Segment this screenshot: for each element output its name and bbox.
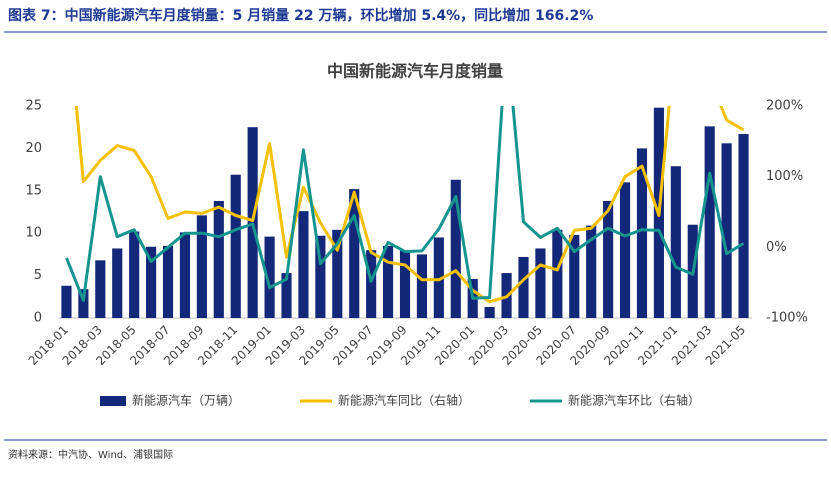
bar <box>366 250 377 318</box>
line <box>65 106 745 302</box>
legend-label: 新能源汽车环比（右轴） <box>568 393 700 408</box>
bar <box>433 237 444 318</box>
bar <box>146 246 157 318</box>
bar <box>416 254 428 318</box>
bar <box>670 166 681 318</box>
y-tick-label: 15 <box>25 183 42 198</box>
bar <box>332 229 343 318</box>
bar <box>179 232 191 318</box>
figure-heading: 图表 7：中国新能源汽车月度销量：5 月销量 22 万辆，环比增加 5.4%，同… <box>8 7 593 24</box>
y2-tick-label: -100% <box>766 311 808 326</box>
y2-tick-label: 200% <box>766 99 803 114</box>
bar <box>569 234 580 318</box>
y-tick-label: 0 <box>34 311 42 326</box>
bar <box>535 248 546 318</box>
bar <box>213 200 224 318</box>
bar <box>518 256 529 318</box>
bar <box>112 248 123 318</box>
bar <box>230 174 241 318</box>
y2-tick-label: 0% <box>766 240 787 255</box>
bar <box>281 273 292 318</box>
bar <box>315 235 326 318</box>
bar <box>162 245 174 318</box>
y-tick-label: 10 <box>25 226 42 241</box>
bar <box>129 231 140 318</box>
bar <box>603 200 614 318</box>
bar <box>704 126 715 318</box>
y-tick-label: 20 <box>25 141 42 156</box>
plot <box>61 106 749 318</box>
bar <box>450 179 461 318</box>
bar <box>196 215 207 318</box>
legend-label: 新能源汽车同比（右轴） <box>338 393 470 408</box>
bar <box>619 182 631 318</box>
bar <box>382 245 394 318</box>
chart-title: 中国新能源汽车月度销量 <box>327 62 503 81</box>
y2-tick-label: 100% <box>766 169 803 184</box>
bar <box>298 211 309 318</box>
bar <box>95 260 106 318</box>
bar <box>721 143 732 318</box>
y-tick-label: 5 <box>34 268 42 283</box>
bar <box>61 285 72 318</box>
bar <box>399 250 411 318</box>
source: 资料来源：中汽协、Wind、浦银国际 <box>8 448 173 461</box>
bar <box>484 306 495 318</box>
line <box>74 106 745 304</box>
legend-label: 新能源汽车（万辆） <box>132 393 240 408</box>
bar <box>636 148 648 318</box>
bar <box>349 189 360 318</box>
bar <box>264 236 275 318</box>
bar <box>586 225 597 318</box>
bar <box>78 289 89 318</box>
y-tick-label: 25 <box>25 99 42 114</box>
legend-swatch <box>100 396 126 406</box>
bar <box>552 229 563 318</box>
bar <box>738 133 749 318</box>
